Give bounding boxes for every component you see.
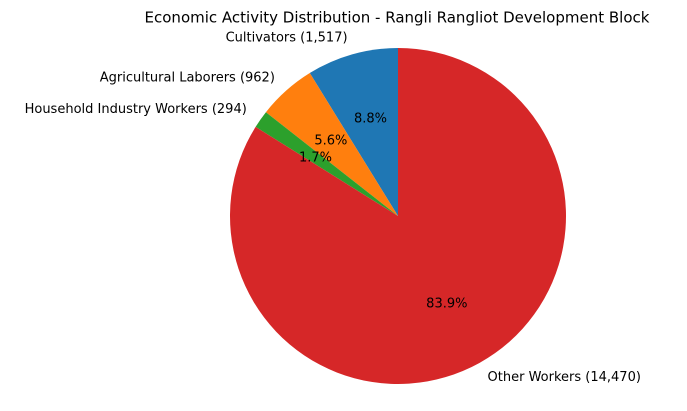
slice-label: Agricultural Laborers (962)	[100, 71, 275, 86]
pie-slice	[230, 48, 567, 384]
slice-label: Cultivators (1,517)	[226, 31, 348, 46]
chart-title: Economic Activity Distribution - Rangli …	[145, 9, 650, 27]
pie-slice	[265, 73, 398, 216]
pie-slice	[255, 112, 398, 216]
percent-label: 1.7%	[299, 151, 332, 166]
percent-label: 83.9%	[426, 297, 467, 312]
pie-slice	[309, 48, 398, 216]
percent-label: 5.6%	[314, 133, 347, 148]
slice-label: Household Industry Workers (294)	[25, 102, 247, 117]
slice-label: Other Workers (14,470)	[488, 370, 641, 385]
percent-label: 8.8%	[354, 112, 387, 127]
